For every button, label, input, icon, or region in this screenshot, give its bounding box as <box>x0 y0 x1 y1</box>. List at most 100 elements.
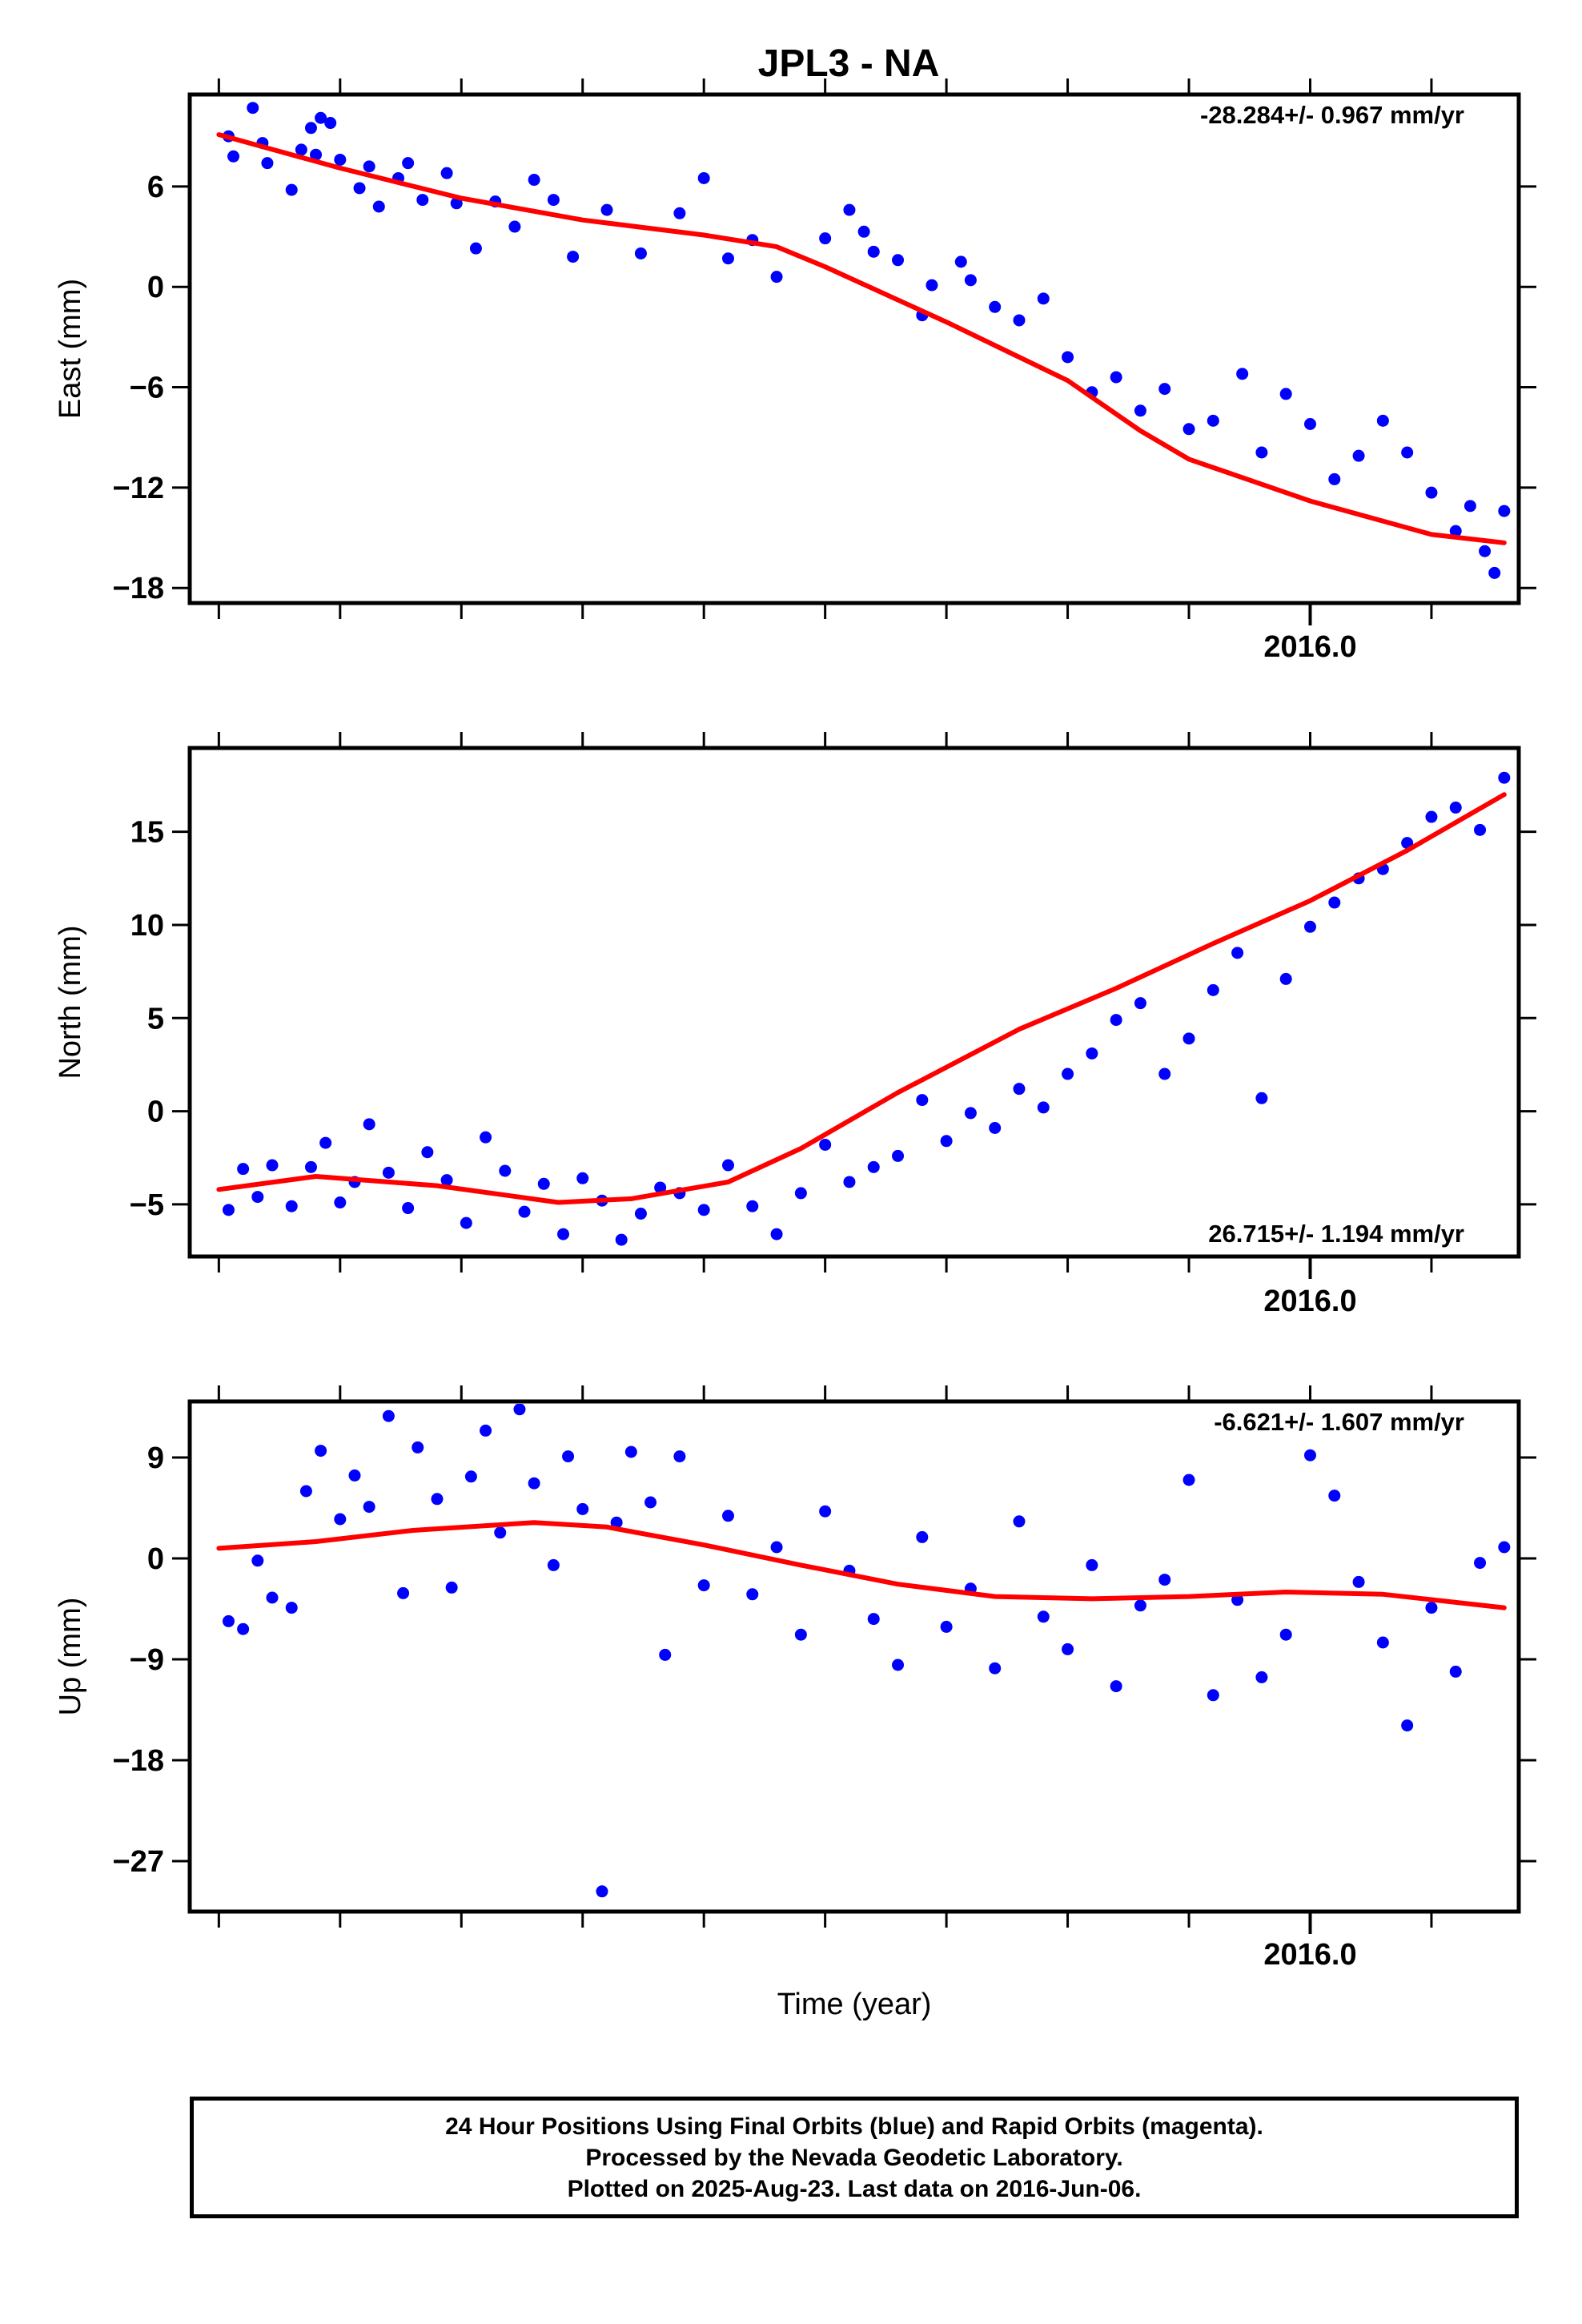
data-point <box>310 148 323 161</box>
data-point <box>382 1409 395 1422</box>
panel-1: 2016.0 6 0 −6 −12 −18 East (mm) -28.284+/- 0.96… <box>54 78 1536 664</box>
data-point <box>644 1496 657 1509</box>
fit-line <box>216 1520 1507 1610</box>
data-point <box>659 1648 672 1661</box>
plot-frame <box>187 746 1521 1259</box>
data-point <box>528 1477 540 1490</box>
data-point <box>222 1614 235 1627</box>
data-point <box>1207 983 1219 996</box>
rate-annotation: 26.715+/- 1.194 mm/yr <box>1208 1220 1464 1248</box>
data-point <box>697 1579 710 1592</box>
x-tick-label: 2016.0 <box>1263 1938 1356 1972</box>
data-point <box>382 1166 395 1179</box>
data-point <box>562 1450 575 1463</box>
data-point <box>673 207 686 219</box>
data-point <box>285 1602 298 1614</box>
data-point <box>721 252 734 265</box>
data-point <box>1086 1047 1098 1059</box>
data-point <box>1134 1599 1146 1612</box>
data-point <box>1498 771 1511 784</box>
data-point <box>319 1136 332 1149</box>
data-point <box>1110 1680 1122 1693</box>
data-point <box>615 1233 628 1246</box>
data-point <box>1498 505 1511 517</box>
x-axis-label: Time (year) <box>777 1988 932 2021</box>
data-point <box>1303 920 1316 933</box>
data-point <box>916 1094 929 1107</box>
data-point <box>1401 1719 1414 1732</box>
y-tick-label: −6 <box>130 372 164 405</box>
data-point <box>819 1505 832 1518</box>
fit-line <box>216 792 1507 1205</box>
data-point <box>634 247 647 259</box>
data-point <box>697 171 710 184</box>
data-point <box>547 194 560 207</box>
data-point <box>794 1187 807 1200</box>
rate-annotation: -28.284+/- 0.967 mm/yr <box>1200 101 1464 129</box>
data-point <box>654 1181 667 1194</box>
data-point <box>610 1516 623 1529</box>
data-point <box>770 1541 783 1554</box>
data-point <box>1464 500 1476 513</box>
data-point <box>954 255 967 268</box>
data-point <box>1425 486 1438 499</box>
data-point <box>1231 947 1244 959</box>
data-point <box>1231 1594 1244 1606</box>
data-point <box>1328 472 1341 485</box>
data-point <box>421 1146 434 1159</box>
data-point <box>299 1485 312 1498</box>
data-point <box>673 1450 686 1463</box>
data-point <box>1449 525 1462 537</box>
y-tick-label: 6 <box>147 171 164 204</box>
data-point <box>721 1510 734 1522</box>
plot-area <box>216 1404 1511 1898</box>
data-point <box>892 254 905 267</box>
y-tick-label: 5 <box>147 1002 164 1035</box>
data-point <box>1236 368 1249 380</box>
footer-line-2: Processed by the Nevada Geodetic Laborat… <box>585 2144 1123 2171</box>
data-point <box>222 1204 235 1216</box>
y-tick-label: 9 <box>147 1441 164 1475</box>
data-point <box>1303 417 1316 430</box>
data-point <box>1037 1101 1050 1114</box>
data-point <box>1352 449 1365 462</box>
data-point <box>266 1591 279 1604</box>
data-point <box>304 122 317 135</box>
y-tick-label: −18 <box>113 572 164 605</box>
data-point <box>746 1588 759 1601</box>
data-point <box>940 1620 953 1633</box>
data-point <box>353 182 366 195</box>
data-point <box>867 245 880 258</box>
data-point <box>1037 292 1050 305</box>
data-point <box>261 157 274 170</box>
plot-area <box>216 102 1511 579</box>
data-point <box>989 1122 1002 1135</box>
data-point <box>1255 1671 1268 1683</box>
data-point <box>926 279 938 292</box>
data-point <box>794 1628 807 1641</box>
data-point <box>464 1470 477 1483</box>
y-tick-label: 0 <box>147 1096 164 1129</box>
data-point <box>1474 1557 1487 1570</box>
data-point <box>1134 997 1146 1010</box>
data-point <box>508 220 521 233</box>
data-point <box>513 1404 526 1416</box>
data-point <box>247 102 259 115</box>
data-point <box>1158 1574 1171 1586</box>
data-point <box>1158 383 1171 396</box>
data-point <box>964 1107 977 1120</box>
data-point <box>440 1174 453 1187</box>
data-point <box>1328 896 1341 909</box>
data-point <box>324 117 337 130</box>
data-point <box>819 1138 832 1151</box>
data-point <box>1013 314 1026 327</box>
y-tick-label: −12 <box>113 472 164 505</box>
y-tick-label: −27 <box>113 1845 164 1879</box>
data-point <box>600 203 613 216</box>
data-point <box>402 157 415 170</box>
panel-2: 2016.0 15 10 5 0 −5 North (mm) 26.715+/- 1.194 … <box>54 732 1536 1318</box>
data-point <box>334 153 347 166</box>
data-point <box>1062 351 1074 364</box>
data-point <box>251 1554 264 1567</box>
data-point <box>416 194 429 207</box>
